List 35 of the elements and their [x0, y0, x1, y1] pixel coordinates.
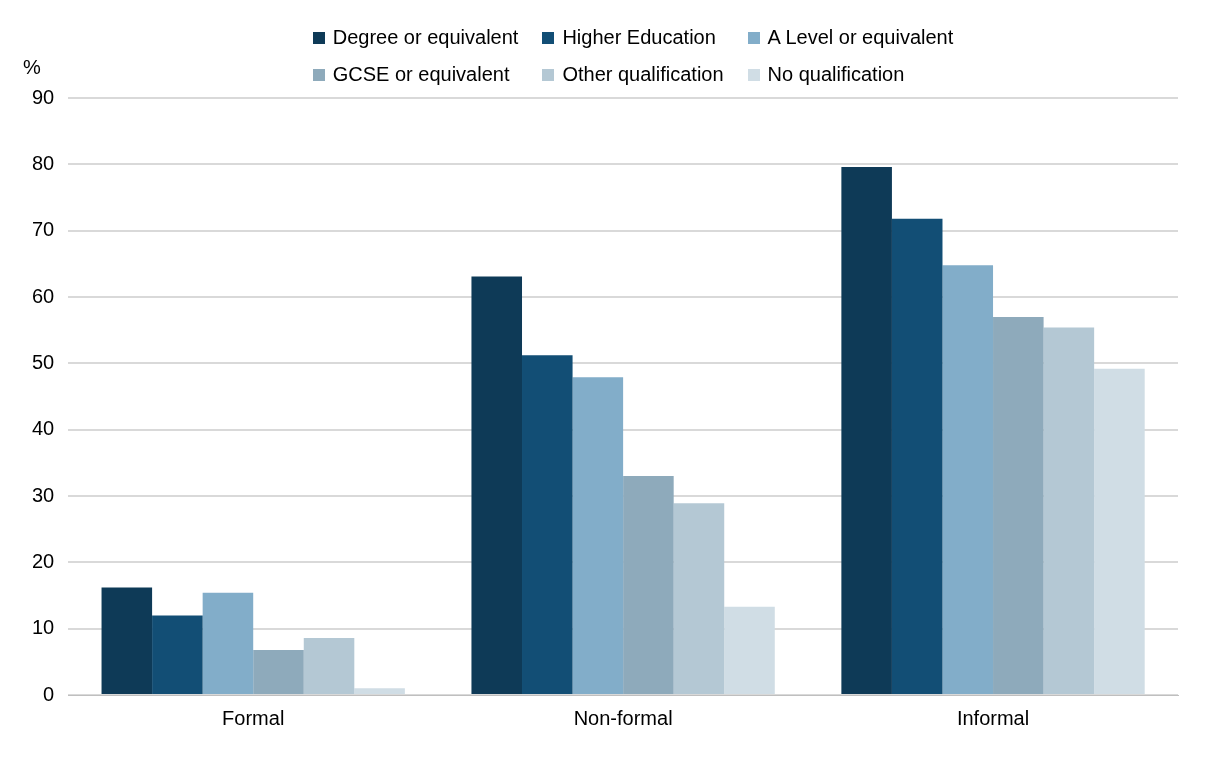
- bar: [471, 276, 523, 694]
- x-tick-label: Formal: [222, 706, 285, 729]
- y-tick-label: 20: [32, 549, 55, 572]
- x-tick-label: Non-formal: [573, 706, 673, 729]
- legend-label: GCSE or equivalent: [332, 63, 510, 86]
- y-axis-title: %: [23, 55, 42, 78]
- y-tick-label: 40: [32, 417, 55, 440]
- y-tick-label: 30: [32, 483, 55, 506]
- legend-label: A Level or equivalent: [767, 26, 954, 49]
- y-tick-label: 90: [32, 85, 55, 108]
- y-tick-label: 0: [43, 682, 55, 705]
- y-tick-label: 60: [32, 284, 55, 307]
- bar: [572, 377, 624, 694]
- bar: [303, 637, 355, 694]
- bar: [673, 503, 725, 694]
- bar: [841, 166, 892, 694]
- y-tick-label: 50: [32, 350, 55, 373]
- y-tick-label: 80: [32, 151, 55, 174]
- bar: [1043, 327, 1095, 694]
- bar: [253, 649, 304, 694]
- legend-label: Higher Education: [562, 26, 716, 49]
- bar: [202, 592, 254, 694]
- bar: [891, 218, 943, 694]
- bar: [101, 587, 153, 694]
- legend-label: No qualification: [767, 63, 905, 86]
- y-tick-label: 10: [32, 616, 55, 639]
- x-tick-label: Informal: [956, 706, 1030, 729]
- bar: [522, 355, 573, 694]
- legend-label: Degree or equivalent: [332, 26, 519, 49]
- bar: [993, 316, 1044, 694]
- bar: [152, 615, 203, 694]
- bar: [623, 476, 674, 694]
- bar: [942, 265, 994, 694]
- legend-label: Other qualification: [562, 63, 724, 86]
- y-tick-label: 70: [32, 218, 55, 241]
